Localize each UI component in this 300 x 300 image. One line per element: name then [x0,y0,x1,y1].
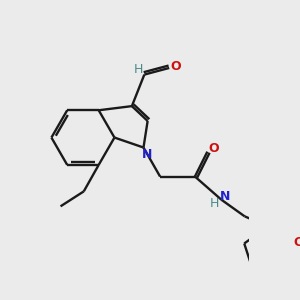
Text: O: O [209,142,219,155]
Text: O: O [294,236,300,249]
Text: O: O [170,60,181,73]
Text: N: N [220,190,230,203]
Text: H: H [210,196,220,210]
Text: N: N [142,148,152,160]
Text: H: H [134,63,143,76]
